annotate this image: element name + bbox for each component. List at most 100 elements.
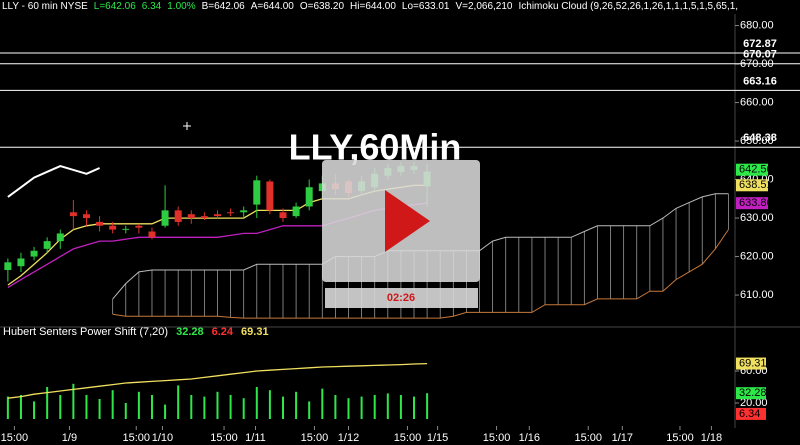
x-tick-label: 15:00 [1, 432, 29, 444]
x-tick-label: 15:00 [301, 432, 329, 444]
candle-body [43, 241, 51, 249]
header-item: LLY - 60 min NYSE [2, 1, 88, 12]
histogram-bar [85, 395, 88, 419]
header-item: Ichimoku Cloud (9,26,52,26,1,26,1,1,1,5,… [518, 1, 738, 12]
cloud-lower [112, 229, 729, 319]
histogram-bar [177, 385, 180, 419]
histogram-bar [164, 404, 167, 419]
header-item: B=642.06 [202, 1, 246, 12]
histogram-bar [150, 395, 153, 419]
header-item: Hi=644.00 [350, 1, 396, 12]
header-item: A=644.00 [251, 1, 295, 12]
header-item: 6.34 [142, 1, 162, 12]
y-tick-label: 630.00 [740, 212, 774, 224]
candle-body [69, 212, 77, 217]
legend-value: 6.24 [212, 326, 234, 338]
histogram-bar [386, 393, 389, 419]
candle-body [292, 206, 300, 217]
x-tick-label: 1/10 [152, 432, 173, 444]
level-label: 672.87 [743, 38, 777, 50]
histogram-bar [33, 401, 36, 419]
header-item: L=642.06 [94, 1, 136, 12]
level-label: 670.07 [743, 49, 777, 61]
header-item: V=2,066,210 [455, 1, 512, 12]
indicator-tag-label: 69.31 [739, 357, 767, 369]
candle-body [174, 210, 182, 222]
candle-body [227, 212, 235, 214]
histogram-bar [334, 395, 337, 419]
histogram-bar [347, 398, 350, 419]
histogram-bar [6, 396, 9, 419]
histogram-bar [255, 387, 258, 419]
candle-body [240, 210, 248, 213]
power-line [7, 362, 428, 399]
candle-body [122, 228, 130, 230]
histogram-bar [295, 391, 298, 419]
legend-value: 32.28 [176, 326, 204, 338]
x-tick-label: 1/17 [612, 432, 633, 444]
x-tick-label: 1/12 [338, 432, 359, 444]
price-tag-label: 642.56 [739, 164, 773, 176]
indicator-tag-label: 6.34 [739, 408, 760, 420]
indicator-legend: Hubert Senters Power Shift (7,20) 32.28 6.… [3, 326, 269, 338]
price-tag [736, 179, 768, 192]
histogram-bar [216, 391, 219, 419]
histogram-bar [19, 395, 22, 419]
histogram-bar [426, 393, 429, 419]
x-tick-label: 15:00 [483, 432, 511, 444]
candle-body [82, 214, 90, 219]
histogram-bar [281, 396, 284, 419]
cursor-cross [183, 122, 191, 130]
candle-body [187, 214, 195, 219]
candle-body [213, 214, 221, 217]
x-tick-label: 1/15 [427, 432, 448, 444]
x-tick-label: 1/11 [245, 432, 266, 444]
histogram-bar [203, 396, 206, 419]
x-tick-label: 1/9 [62, 432, 77, 444]
histogram-bar [229, 395, 232, 419]
y-tick-label: 660.00 [740, 96, 774, 108]
candle-body [17, 258, 25, 267]
histogram-bar [98, 399, 101, 419]
y-tick-label: 620.00 [740, 250, 774, 262]
header-item: Lo=633.01 [402, 1, 450, 12]
y-tick-label: 650.00 [740, 135, 774, 147]
y-tick-label: 20.00 [740, 397, 768, 409]
header: LLY - 60 min NYSE L=642.06 6.34 1.00% B=642.… [2, 1, 738, 12]
legend-value: 69.31 [241, 326, 269, 338]
histogram-bar [46, 387, 49, 419]
header-item: 1.00% [167, 1, 195, 12]
x-tick-label: 1/16 [519, 432, 540, 444]
indicator-tag [736, 407, 766, 420]
histogram-bar [59, 395, 62, 419]
level-label: 663.16 [743, 75, 777, 87]
histogram-bar [268, 390, 271, 419]
candle-body [305, 187, 313, 207]
histogram-bar [308, 401, 311, 419]
x-tick-label: 15:00 [122, 432, 150, 444]
price-tag [736, 197, 768, 210]
x-tick-label: 15:00 [210, 432, 238, 444]
x-tick-label: 1/18 [701, 432, 722, 444]
indicator-line [7, 165, 101, 198]
histogram-bar [373, 395, 376, 419]
histogram-bar [111, 390, 114, 419]
candle-body [56, 233, 64, 242]
histogram-bar [321, 388, 324, 419]
header-item: O=638.20 [300, 1, 345, 12]
histogram-bar [360, 396, 363, 419]
indicator-tag-label: 32.28 [739, 387, 767, 399]
legend-title: Hubert Senters Power Shift (7,20) [3, 326, 168, 338]
x-tick-label: 15:00 [394, 432, 422, 444]
histogram-bar [242, 398, 245, 419]
histogram-bar [124, 403, 127, 419]
price-tag-label: 633.86 [739, 197, 773, 209]
candle-body [135, 225, 143, 228]
price-tag [736, 163, 768, 176]
candle-body [148, 231, 156, 238]
histogram-bar [137, 391, 140, 419]
histogram-bar [413, 396, 416, 419]
x-tick-label: 15:00 [574, 432, 602, 444]
